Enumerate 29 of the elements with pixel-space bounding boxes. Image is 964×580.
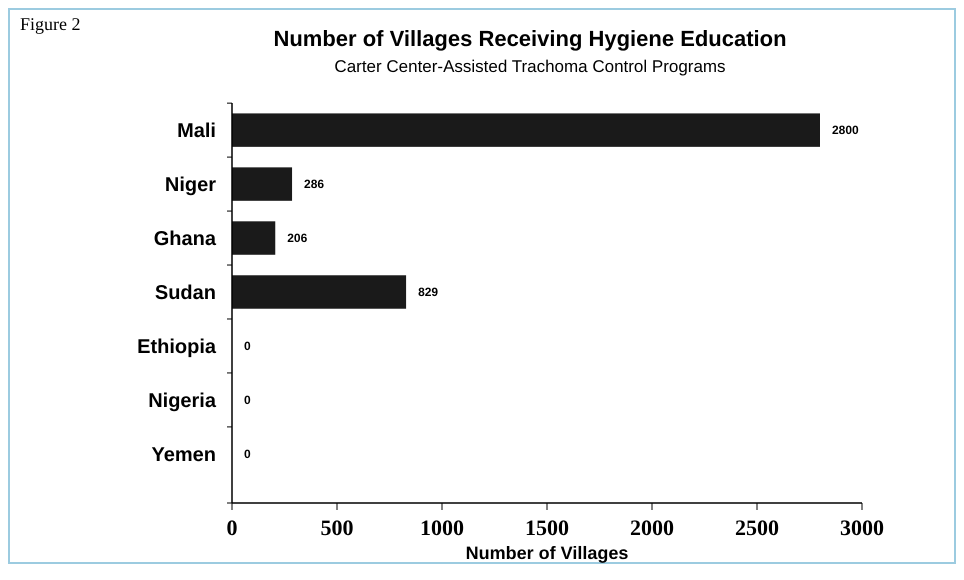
data-label: 0	[244, 446, 251, 461]
chart-title: Number of Villages Receiving Hygiene Education	[273, 26, 787, 51]
bar	[232, 113, 820, 147]
x-tick-label: 2000	[630, 515, 674, 540]
bar	[232, 221, 276, 255]
data-label: 2800	[832, 123, 860, 138]
data-label: 286	[304, 177, 324, 192]
bar	[232, 275, 406, 309]
data-label: 829	[418, 285, 438, 299]
y-tick-label: Mali	[177, 120, 216, 142]
y-tick-label: Yemen	[152, 444, 216, 466]
x-tick-label: 2500	[735, 515, 779, 540]
data-label: 0	[244, 338, 251, 353]
bar	[232, 167, 292, 201]
y-tick-label: Sudan	[154, 282, 216, 304]
x-tick-label: 1500	[525, 515, 569, 540]
x-tick-label: 3000	[840, 515, 884, 540]
caption: Figure 2	[20, 14, 80, 34]
y-tick-label: Niger	[164, 174, 216, 196]
data-label: 206	[287, 231, 308, 246]
x-tick-label: 1000	[420, 515, 464, 540]
y-tick-label: Nigeria	[148, 390, 217, 412]
x-tick-label: 500	[320, 515, 354, 540]
x-tick-label: 0	[226, 515, 238, 540]
y-tick-label: Ghana	[154, 228, 217, 250]
x-axis-title: Number of Villages	[466, 543, 628, 563]
chart-subtitle: Carter Center-Assisted Trachoma Control Programs	[334, 57, 726, 76]
y-tick-label: Ethiopia	[137, 336, 217, 358]
data-label: 0	[244, 392, 251, 407]
